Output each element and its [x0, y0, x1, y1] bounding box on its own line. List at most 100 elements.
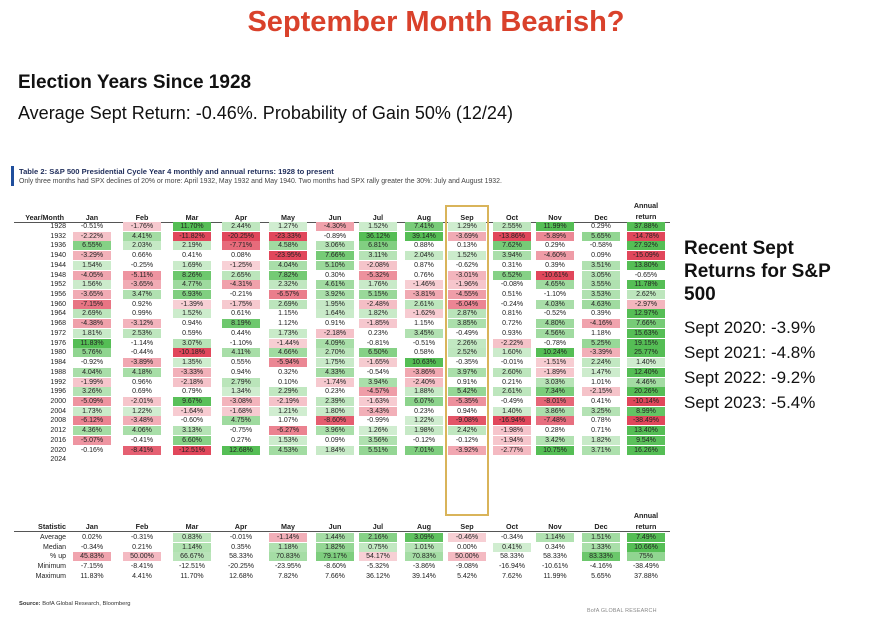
table-cell: -0.49% — [455, 329, 479, 337]
table-cell: 4.66% — [269, 348, 307, 358]
table-cell: 0.71% — [591, 427, 611, 435]
table-cell: -0.60% — [180, 417, 204, 425]
table-cell: 4.06% — [123, 426, 161, 436]
table-cell: -0.44% — [130, 349, 154, 357]
table-cell: 0.91% — [325, 320, 345, 328]
table-cell: -4.57% — [359, 387, 397, 397]
table-cell — [123, 455, 161, 464]
stat-cell: 1.14% — [173, 542, 211, 552]
table-cell: 0.78% — [591, 417, 611, 425]
table-cell: 6.60% — [173, 435, 211, 445]
election-summary: Average Sept Return: -0.46%. Probability… — [18, 103, 513, 123]
recent-heading: Recent Sept Returns for S&P 500 — [684, 238, 831, 305]
table-cell: 39.14% — [405, 231, 443, 241]
table-cell: 11.78% — [627, 280, 665, 290]
table-cell: 1.40% — [493, 406, 531, 416]
table-cell: 7.41% — [405, 222, 443, 231]
table-cell: -1.39% — [173, 299, 211, 309]
stat-cell: 7.82% — [278, 572, 298, 580]
table-cell: 0.39% — [591, 310, 611, 318]
stat-cell: 1.14% — [536, 533, 574, 542]
recent-item: Sept 2021: -4.8% — [684, 343, 816, 362]
table-cell: -3.08% — [222, 396, 260, 406]
row-year: 2012 — [50, 427, 66, 435]
table-cell: 0.09% — [325, 436, 345, 444]
stats-header: Apr — [234, 522, 248, 531]
table-cell: 7.62% — [493, 241, 531, 251]
table-cell: -1.76% — [123, 222, 161, 231]
row-year: 1992 — [50, 378, 66, 386]
table-cell: -5.09% — [73, 396, 111, 406]
table-cell: 1.22% — [405, 416, 443, 426]
table-cell: 25.77% — [627, 348, 665, 358]
table-cell: 0.29% — [591, 223, 611, 230]
table-cell: 3.07% — [173, 338, 211, 348]
table-cell: -1.98% — [493, 426, 531, 436]
table-cell: -5.35% — [448, 396, 486, 406]
stat-cell: 0.21% — [132, 543, 152, 551]
table-cell: -0.12% — [455, 436, 479, 444]
table-cell: 5.51% — [359, 445, 397, 455]
table-cell: 4.65% — [536, 280, 574, 290]
column-header: Oct — [506, 213, 518, 222]
table-cell: 5.15% — [359, 290, 397, 300]
stat-cell: 45.83% — [73, 552, 111, 562]
row-year: 2016 — [50, 436, 66, 444]
stat-cell: -0.34% — [80, 543, 104, 551]
table-cell: 3.47% — [123, 290, 161, 300]
column-header: Aug — [417, 213, 431, 222]
stat-cell: 0.75% — [359, 542, 397, 552]
table-cell: -38.49% — [627, 416, 665, 426]
table-cell: 15.63% — [627, 328, 665, 338]
table-cell: 1.40% — [627, 358, 665, 368]
table-title-accent — [11, 166, 14, 186]
table-cell: -2.97% — [627, 299, 665, 309]
table-cell: 0.41% — [182, 252, 202, 260]
table-cell: 4.33% — [316, 367, 354, 377]
table-cell: 4.11% — [222, 348, 260, 358]
table-cell: 2.03% — [123, 241, 161, 251]
table-cell: -14.78% — [627, 231, 665, 241]
table-cell: -8.01% — [536, 396, 574, 406]
column-header: return — [635, 212, 657, 221]
stat-cell: 36.12% — [366, 572, 390, 580]
table-cell: 0.32% — [278, 368, 298, 376]
table-cell: -1.10% — [229, 339, 253, 347]
table-cell: -7.15% — [73, 299, 111, 309]
stat-cell: -23.95% — [274, 563, 302, 571]
stat-cell: -0.34% — [500, 534, 524, 541]
table-cell: 1.75% — [316, 358, 354, 368]
stat-cell: -38.49% — [632, 563, 660, 571]
row-year: 1952 — [50, 281, 66, 289]
table-cell: 2.61% — [405, 299, 443, 309]
table-cell — [359, 455, 397, 464]
watermark: BofA GLOBAL RESEARCH — [587, 608, 657, 614]
table-cell: 9.54% — [627, 435, 665, 445]
table-cell: 1.52% — [173, 309, 211, 319]
table-cell: 1.34% — [222, 387, 260, 397]
stat-label: Average — [40, 534, 66, 541]
column-header: May — [281, 213, 295, 222]
table-cell: 0.39% — [545, 261, 565, 269]
stat-cell: -0.46% — [448, 533, 486, 542]
table-cell: 4.58% — [269, 241, 307, 251]
row-year: 1960 — [50, 300, 66, 308]
stat-cell: 0.35% — [231, 543, 251, 551]
stat-cell: -16.94% — [498, 563, 526, 571]
table-cell: 37.88% — [627, 222, 665, 231]
table-cell: 5.42% — [448, 387, 486, 397]
table-cell: 4.53% — [269, 445, 307, 455]
stat-cell: 58.33% — [229, 553, 253, 561]
table-source: Source: BofA Global Research, Bloomberg — [19, 601, 131, 607]
table-cell: 0.76% — [414, 271, 434, 279]
table-cell: 1.98% — [405, 426, 443, 436]
table-cell: -3.43% — [359, 406, 397, 416]
table-cell: 0.23% — [368, 329, 388, 337]
table-cell: 0.72% — [502, 320, 522, 328]
table-cell: 10.63% — [405, 358, 443, 368]
stat-cell: 0.02% — [82, 534, 102, 541]
table-cell: 1.21% — [269, 406, 307, 416]
table-cell: -10.61% — [536, 270, 574, 280]
table-cell: -13.86% — [493, 231, 531, 241]
table-cell: 3.97% — [448, 367, 486, 377]
